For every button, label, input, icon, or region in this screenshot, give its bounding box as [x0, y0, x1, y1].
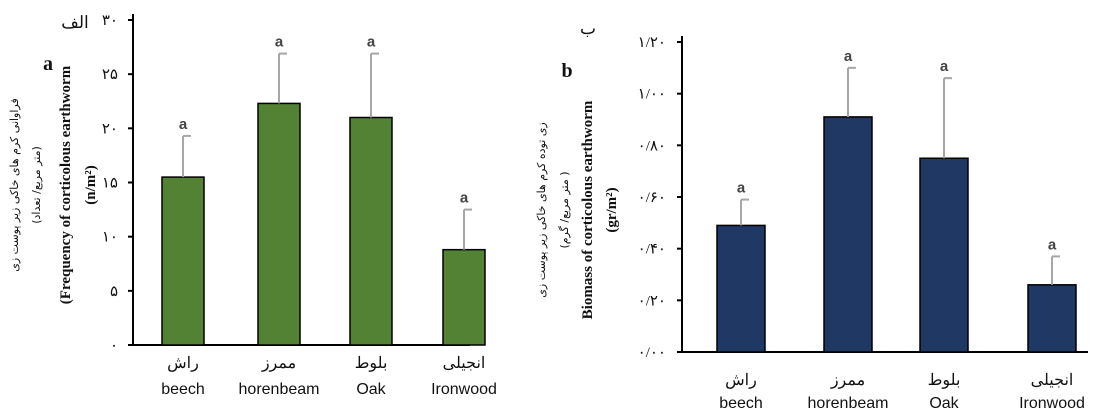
y-axis-label-fa-unit: (متر مربع/ تعداد): [30, 146, 43, 224]
category-label-fa: انجیلی: [443, 355, 486, 372]
y-tick-label: ۱۰: [102, 230, 118, 246]
y-tick-label: ۰: [110, 338, 118, 354]
category-label-fa: بلوط: [928, 372, 961, 389]
y-axis-label-fa-unit: (متر مربع/ گرم ): [558, 171, 571, 248]
panel-label-en: b: [561, 60, 572, 82]
chart-panel-b: ۰/۰۰ ۰/۲۰ ۰/۴۰ ۰/۶۰ ۰/۸۰ ۱/۰۰ ۱/۲۰ a راش beech a مم…: [535, 19, 1088, 412]
significance-label: a: [1048, 236, 1057, 253]
category-label-en: horenbeam: [239, 381, 320, 398]
significance-label: a: [844, 48, 853, 65]
y-tick-label: ۰/۴۰: [638, 242, 666, 258]
category-label-fa: ممرز: [830, 372, 865, 389]
y-tick-label: ۰/۰۰: [638, 345, 666, 361]
bar: [919, 157, 969, 353]
significance-label: a: [737, 180, 746, 197]
bar: [823, 116, 873, 353]
bar: [442, 248, 486, 346]
category-label-en: Ironwood: [1019, 395, 1085, 412]
bar: [257, 102, 301, 346]
category-label-en: Oak: [356, 381, 386, 398]
category-label-fa: ممرز: [261, 355, 296, 372]
bar: [349, 116, 393, 346]
category-label-en: Oak: [929, 395, 959, 412]
panel-label-fa: الف: [61, 13, 89, 32]
category-label-en: Ironwood: [431, 381, 497, 398]
category-label-fa: راش: [725, 372, 757, 389]
y-tick-label: ۲۰: [102, 121, 118, 137]
y-tick-label: ۳۰: [102, 13, 118, 29]
significance-label: a: [940, 58, 949, 75]
category-label-en: horenbeam: [808, 395, 889, 412]
significance-label: a: [179, 116, 188, 133]
significance-label: a: [367, 34, 376, 51]
y-axis-label-en-unit: (n/m²): [83, 165, 99, 205]
y-axis-label-en: (Frequency of corticolous earthworm: [58, 65, 74, 304]
category-label-en: beech: [161, 381, 205, 398]
y-tick-label: ۰/۶۰: [638, 190, 666, 206]
y-axis-label-en: Biomass of corticolous earthworm: [580, 100, 596, 319]
y-axis-label-fa: زی توده کرم های خاکی زیر پوست زی: [535, 122, 548, 297]
y-tick-label: ۰/۸۰: [638, 138, 666, 154]
y-axis-label-fa: فراوانی کرم های خاکی زیر پوست زی: [8, 98, 21, 272]
y-tick-label: ۱/۰۰: [638, 87, 666, 103]
y-axis-label-en-unit: (gr/m²): [604, 187, 620, 232]
y-tick-label: ۲۵: [102, 67, 118, 83]
category-label-fa: انجیلی: [1031, 372, 1074, 389]
category-label-fa: بلوط: [355, 355, 388, 372]
bar: [1027, 284, 1077, 353]
significance-label: a: [275, 34, 284, 51]
panel-label-fa: ب: [580, 19, 596, 38]
category-label-en: beech: [719, 395, 763, 412]
chart-panel-a: ۰ ۵ ۱۰ ۱۵ ۲۰ ۲۵ ۳۰ a راش beech a ممرز horenbeam a بلوط…: [8, 13, 497, 398]
significance-label: a: [460, 190, 469, 207]
y-tick-label: ۱/۲۰: [638, 35, 666, 51]
bar: [161, 176, 205, 346]
y-tick-label: ۰/۲۰: [638, 293, 666, 309]
y-tick-label: ۵: [110, 284, 118, 300]
category-label-fa: راش: [167, 355, 199, 372]
y-tick-label: ۱۵: [102, 176, 118, 192]
panel-label-en: a: [43, 53, 53, 75]
bar: [716, 224, 766, 353]
